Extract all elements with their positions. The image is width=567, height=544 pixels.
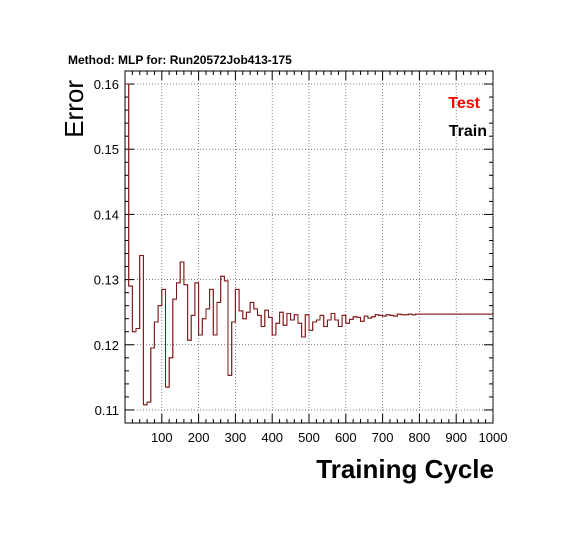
- tick-labels: 100 200 300 400 500 600 700 800 900 1000 0.11 0.12 0…: [94, 77, 508, 445]
- chart-title: Method: MLP for: Run20572Job413-175: [68, 53, 292, 67]
- x-tick-label: 1000: [479, 430, 508, 445]
- plot-frame: [124, 70, 494, 424]
- y-tick-label: 0.11: [95, 403, 119, 418]
- x-tick-label: 500: [298, 430, 320, 445]
- y-tick-label: 0.15: [94, 142, 119, 157]
- series-lines: [125, 83, 493, 406]
- series-line-train: [125, 83, 493, 406]
- x-tick-label: 300: [225, 430, 247, 445]
- x-tick-label: 900: [445, 430, 467, 445]
- x-tick-label: 200: [188, 430, 210, 445]
- x-axis-label: Training Cycle: [316, 454, 494, 484]
- y-tick-label: 0.14: [94, 207, 119, 222]
- grid: [125, 71, 494, 423]
- x-tick-label: 100: [151, 430, 173, 445]
- legend: Test Train: [448, 95, 487, 140]
- x-tick-label: 800: [409, 430, 431, 445]
- y-axis-label: Error: [59, 80, 89, 138]
- axis-ticks: [125, 70, 494, 424]
- x-tick-label: 400: [261, 430, 283, 445]
- y-tick-label: 0.16: [94, 77, 119, 92]
- legend-entry-train: Train: [449, 123, 487, 140]
- x-tick-label: 600: [335, 430, 357, 445]
- x-tick-label: 700: [372, 430, 394, 445]
- y-tick-label: 0.13: [94, 273, 119, 288]
- y-tick-label: 0.12: [94, 338, 119, 353]
- legend-entry-test: Test: [448, 95, 480, 112]
